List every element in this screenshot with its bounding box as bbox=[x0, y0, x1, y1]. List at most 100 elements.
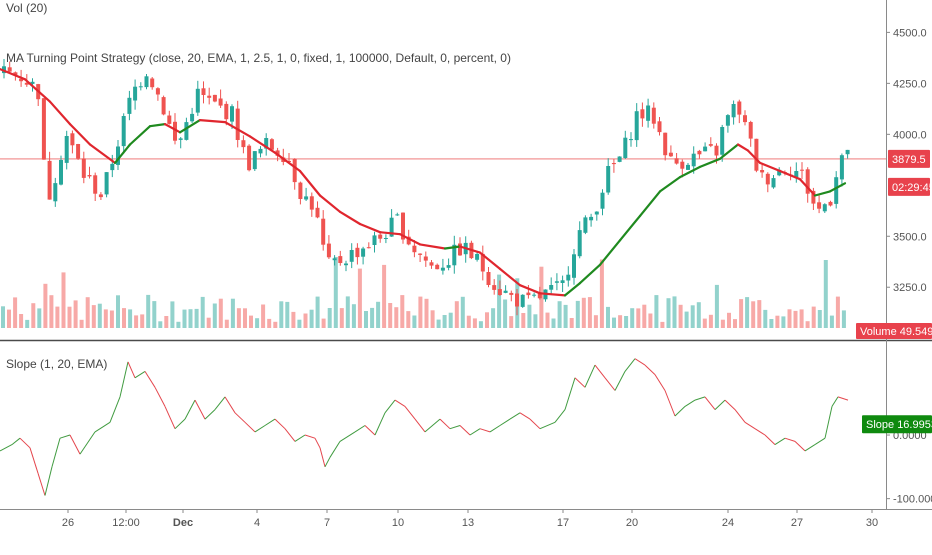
volume-bar bbox=[85, 297, 90, 328]
volume-bar bbox=[642, 304, 647, 328]
candle-body bbox=[24, 82, 29, 85]
volume-bar bbox=[624, 316, 629, 328]
candle-body bbox=[355, 247, 360, 258]
candle-body bbox=[230, 106, 234, 122]
candle-body bbox=[378, 234, 383, 239]
moving-average-segment bbox=[678, 165, 702, 179]
candle-body bbox=[412, 245, 417, 253]
volume-bar bbox=[509, 316, 514, 328]
slope-line-segment bbox=[204, 409, 216, 420]
moving-average-segment bbox=[248, 135, 277, 154]
candle-body bbox=[760, 170, 765, 173]
slope-line-segment bbox=[284, 428, 296, 442]
slope-line-segment bbox=[554, 409, 566, 423]
candle-body bbox=[794, 171, 799, 178]
volume-bar bbox=[122, 308, 126, 328]
slope-line-segment bbox=[564, 377, 576, 410]
slope-line-segment bbox=[714, 399, 726, 410]
candle-body bbox=[834, 177, 839, 204]
slope-line-segment bbox=[304, 434, 316, 439]
slope-line-segment bbox=[694, 396, 706, 401]
candle-body bbox=[98, 194, 103, 198]
volume-bar bbox=[442, 315, 447, 328]
candle-body bbox=[47, 160, 52, 200]
volume-bar bbox=[527, 304, 532, 328]
candle-body bbox=[668, 152, 673, 157]
moving-average-segment bbox=[198, 118, 227, 124]
candle-body bbox=[30, 81, 35, 84]
slope-line-segment bbox=[59, 434, 71, 439]
candle-body bbox=[549, 285, 554, 290]
time-tick-label: 4 bbox=[254, 517, 260, 529]
volume-bar bbox=[775, 315, 780, 328]
volume-bar bbox=[708, 314, 713, 328]
volume-bar bbox=[545, 312, 550, 328]
slope-line-segment bbox=[264, 418, 276, 426]
volume-bar bbox=[170, 301, 175, 328]
candle-body bbox=[532, 294, 537, 296]
candle-body bbox=[19, 78, 24, 82]
moving-average-segment bbox=[638, 190, 662, 217]
moving-average-segment bbox=[538, 292, 567, 297]
volume-bar bbox=[823, 260, 828, 328]
slope-line-segment bbox=[604, 377, 616, 391]
moving-average-segment bbox=[398, 233, 422, 246]
slope-line-segment bbox=[499, 418, 511, 426]
volume-bar bbox=[811, 306, 816, 328]
slope-line-segment bbox=[374, 412, 386, 436]
volume-bar bbox=[206, 317, 211, 328]
last-price-badge-bg bbox=[888, 149, 930, 168]
price-tick-label: 4500.0 bbox=[893, 27, 927, 39]
strategy-indicator-label[interactable]: MA Turning Point Strategy (close, 20, EM… bbox=[6, 51, 511, 65]
candle-body bbox=[212, 94, 217, 102]
slope-line-segment bbox=[804, 444, 816, 452]
slope-badge: Slope 16.9953 bbox=[866, 419, 932, 431]
volume-bar bbox=[255, 318, 260, 328]
slope-indicator-label[interactable]: Slope (1, 20, EMA) bbox=[6, 357, 108, 371]
candle-body bbox=[321, 218, 326, 245]
slope-line-segment bbox=[364, 425, 376, 436]
candle-body bbox=[805, 169, 810, 194]
candle-body bbox=[697, 150, 702, 155]
candle-body bbox=[292, 159, 297, 183]
slope-line-segment bbox=[574, 377, 586, 388]
candle-body bbox=[104, 172, 109, 195]
volume-bar bbox=[194, 308, 199, 328]
price-tick-label: 4000.0 bbox=[893, 129, 927, 141]
moving-average-segment bbox=[498, 267, 522, 287]
candle-body bbox=[822, 204, 827, 212]
volume-bar bbox=[13, 297, 18, 328]
candle-body bbox=[41, 98, 46, 160]
volume-bar bbox=[829, 315, 834, 328]
candle-body bbox=[651, 107, 656, 124]
volume-bar bbox=[424, 298, 429, 328]
candle-body bbox=[349, 250, 354, 262]
candle-body bbox=[600, 192, 605, 209]
candle-body bbox=[446, 265, 451, 268]
volume-bar bbox=[279, 301, 284, 328]
volume-indicator-label[interactable]: Vol (20) bbox=[6, 1, 48, 15]
slope-line-segment bbox=[439, 418, 451, 430]
moving-average-segment bbox=[113, 143, 132, 164]
candle-body bbox=[127, 97, 132, 114]
candle-body bbox=[657, 121, 662, 133]
volume-bar bbox=[37, 308, 42, 328]
slope-line-segment bbox=[79, 431, 96, 455]
candle-body bbox=[560, 280, 565, 283]
slope-line-segment bbox=[294, 434, 306, 442]
volume-bar bbox=[841, 310, 846, 328]
moving-average-segment bbox=[478, 251, 502, 270]
slope-line-segment bbox=[314, 437, 321, 449]
time-tick-label: 30 bbox=[866, 517, 878, 529]
candle-body bbox=[184, 122, 189, 140]
slope-line-segment bbox=[644, 364, 656, 375]
candle-body bbox=[754, 138, 759, 171]
slope-line-segment bbox=[784, 437, 796, 442]
price-tick-label: 4250.0 bbox=[893, 78, 927, 90]
time-tick-label: 24 bbox=[722, 517, 734, 529]
candle-body bbox=[703, 146, 708, 152]
volume-bar bbox=[491, 308, 496, 328]
moving-average-segment bbox=[658, 176, 682, 193]
moving-average-segment bbox=[758, 161, 782, 173]
